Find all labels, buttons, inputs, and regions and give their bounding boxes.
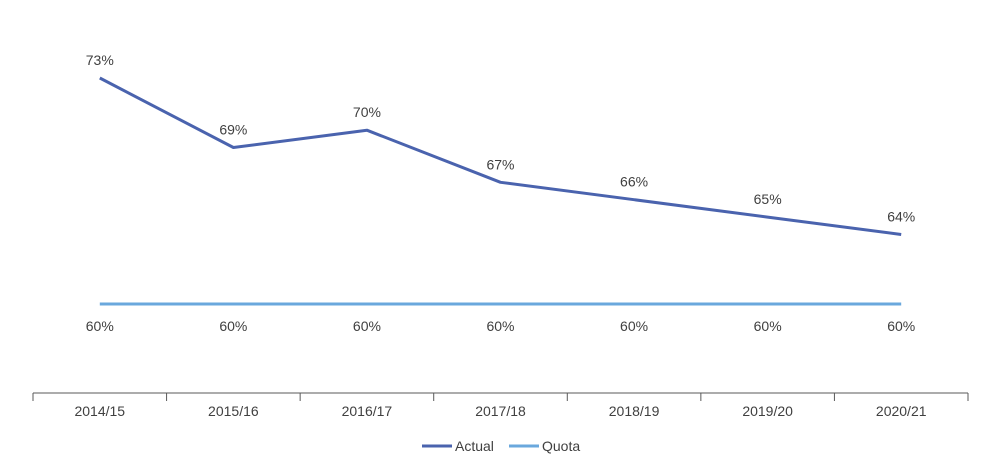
data-label-actual: 69%: [219, 122, 247, 138]
x-tick-label: 2018/19: [609, 403, 660, 419]
data-label-actual: 66%: [620, 174, 648, 190]
x-axis: [32, 392, 969, 401]
data-label-quota: 60%: [353, 318, 381, 334]
data-label-quota: 60%: [86, 318, 114, 334]
data-label-quota: 60%: [486, 318, 514, 334]
x-tick-label: 2015/16: [208, 403, 259, 419]
x-tick-label: 2014/15: [74, 403, 125, 419]
legend: Actual Quota: [422, 438, 580, 454]
data-label-quota: 60%: [219, 318, 247, 334]
x-tick-labels: 2014/15 2015/16 2016/17 2017/18 2018/19 2019/…: [74, 403, 926, 419]
data-labels: 73% 69% 70% 67% 66% 65% 64% 60% 60% 60% 60% 60% 60% 6…: [86, 52, 915, 334]
series-lines: [99, 76, 902, 306]
data-label-actual: 67%: [486, 156, 514, 172]
data-label-actual: 64%: [887, 208, 915, 224]
x-tick-label: 2020/21: [876, 403, 927, 419]
data-label-quota: 60%: [754, 318, 782, 334]
legend-label-quota: Quota: [542, 438, 580, 454]
data-label-quota: 60%: [620, 318, 648, 334]
data-label-actual: 70%: [353, 104, 381, 120]
legend-label-actual: Actual: [455, 438, 494, 454]
data-label-quota: 60%: [887, 318, 915, 334]
data-label-actual: 65%: [754, 191, 782, 207]
x-tick-label: 2016/17: [342, 403, 393, 419]
x-tick-label: 2019/20: [742, 403, 793, 419]
x-tick-label: 2017/18: [475, 403, 526, 419]
series-line-actual: [99, 76, 902, 236]
data-label-actual: 73%: [86, 52, 114, 68]
